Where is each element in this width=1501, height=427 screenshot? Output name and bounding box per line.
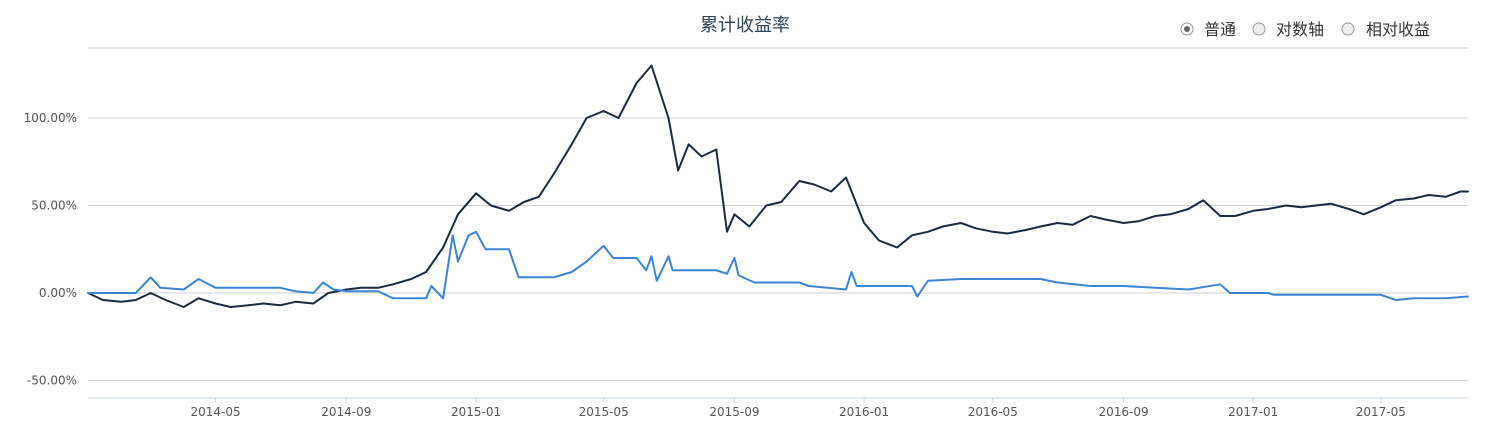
- y-tick-label: 100.00%: [24, 111, 77, 125]
- y-gridlines: [88, 117, 1468, 381]
- x-tick-label: 2015-05: [579, 405, 629, 419]
- x-tick-label: 2014-09: [321, 405, 371, 419]
- mode-label-log-axis: 对数轴: [1276, 20, 1324, 39]
- x-tick-label: 2017-01: [1228, 405, 1278, 419]
- y-tick-label: 50.00%: [31, 199, 77, 213]
- radio-button-relative-return[interactable]: [1341, 22, 1355, 36]
- mode-option-log-axis[interactable]: 对数轴: [1252, 20, 1324, 39]
- x-tick-label: 2016-09: [1098, 405, 1148, 419]
- y-tick-label: 0.00%: [39, 286, 77, 300]
- mode-label-relative-return: 相对收益: [1366, 20, 1430, 39]
- series-line-2: [87, 230, 1469, 301]
- y-axis-labels: -50.00% 0.00% 50.00% 100.00%: [24, 111, 77, 388]
- x-axis-ticks: 2014-05 2014-09 2015-01 2015-05 2015-09 2016-…: [191, 398, 1406, 419]
- radio-button-log-axis[interactable]: [1252, 22, 1266, 36]
- series-line-1: [87, 64, 1469, 308]
- x-tick-label: 2016-05: [968, 405, 1018, 419]
- y-tick-label: -50.00%: [27, 374, 77, 388]
- series-lines: [87, 64, 1469, 308]
- mode-radio-group: 普通 对数轴 相对收益: [1180, 20, 1430, 39]
- mode-label-normal: 普通: [1204, 20, 1236, 39]
- x-tick-label: 2015-09: [709, 405, 759, 419]
- x-tick-label: 2015-01: [451, 405, 501, 419]
- mode-option-relative-return[interactable]: 相对收益: [1341, 20, 1430, 39]
- x-tick-label: 2017-05: [1356, 405, 1406, 419]
- x-tick-label: 2014-05: [191, 405, 241, 419]
- mode-option-normal[interactable]: 普通: [1180, 20, 1236, 39]
- x-tick-label: 2016-01: [839, 405, 889, 419]
- chart-title: 累计收益率: [700, 15, 790, 36]
- radio-dot-normal: [1184, 26, 1190, 32]
